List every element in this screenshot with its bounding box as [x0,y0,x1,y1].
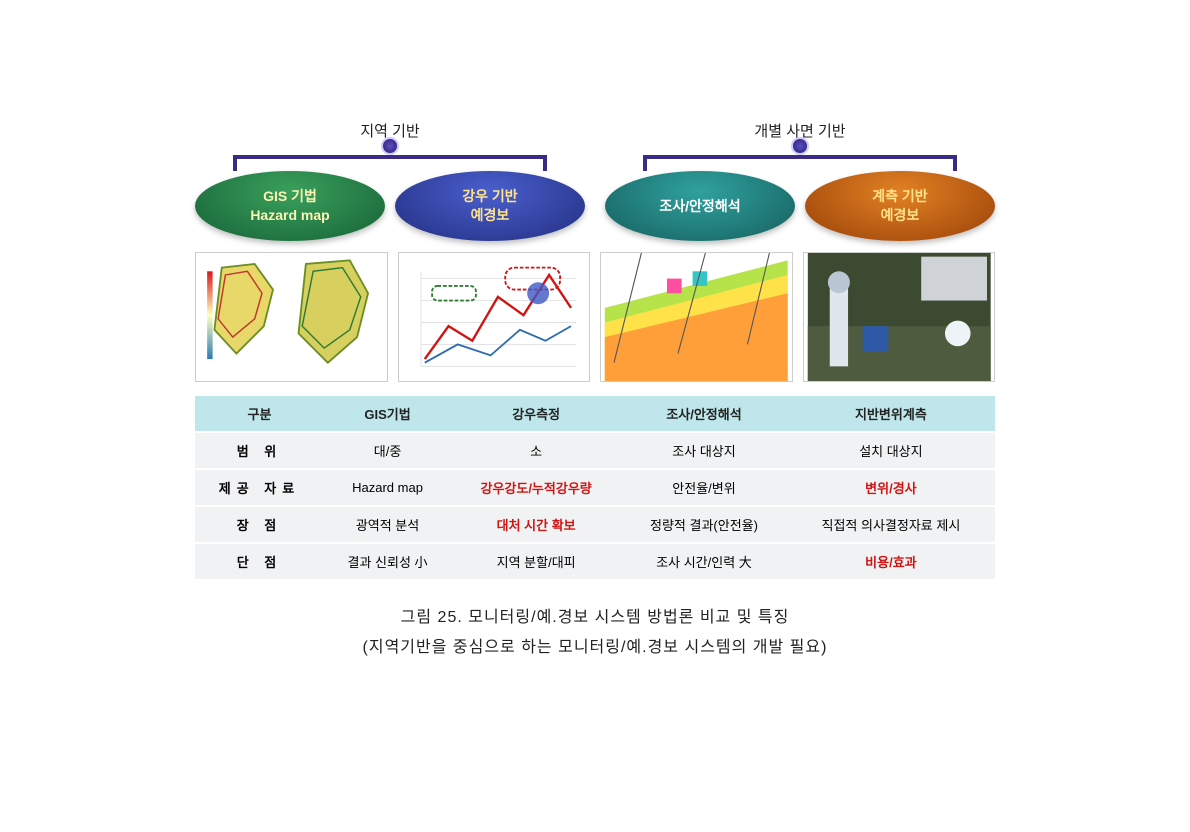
table-cell: 설치 대상지 [787,432,995,469]
figure-container: 지역 기반 GIS 기법 Hazard map 강우 기반 예경보 개별 사면 … [195,120,995,664]
table-cell: 변위/경사 [787,469,995,506]
bracket-node-icon [791,137,809,155]
bracket-left [195,145,585,177]
ellipse-label: 예경보 [471,206,510,225]
table-body: 범 위대/중소조사 대상지설치 대상지제공 자료Hazard map강우강도/누… [195,432,995,580]
bracket-line [233,155,547,159]
ellipse-label: 강우 기반 [462,187,517,206]
table-cell: 조사 대상지 [621,432,787,469]
ellipse-rain-warning: 강우 기반 예경보 [395,171,585,241]
bracket-right [605,145,995,177]
table-row: 범 위대/중소조사 대상지설치 대상지 [195,432,995,469]
table-cell: 결과 신뢰성 小 [324,543,451,580]
ellipse-row-right: 조사/안정해석 계측 기반 예경보 [605,171,995,241]
sensor-photo-icon [804,253,995,381]
thumb-sensor-photo [803,252,996,382]
table-cell: 대/중 [324,432,451,469]
bracket-end [643,155,647,171]
bracket-node-icon [381,137,399,155]
bracket-line [643,155,957,159]
col-header: 조사/안정해석 [621,396,787,432]
ellipse-label: Hazard map [250,206,329,225]
thumbnail-row [195,252,995,382]
ellipse-label: GIS 기법 [263,187,317,206]
caption-line-2: (지역기반을 중심으로 하는 모니터링/예.경보 시스템의 개발 필요) [195,633,995,663]
table-row: 장 점광역적 분석대처 시간 확보정량적 결과(안전율)직접적 의사결정자료 제… [195,506,995,543]
table-cell: 안전율/변위 [621,469,787,506]
table-head: 구분 GIS기법 강우측정 조사/안정해석 지반변위계측 [195,396,995,432]
caption-line-1: 그림 25. 모니터링/예.경보 시스템 방법론 비교 및 특징 [195,603,995,633]
bracket-end [233,155,237,171]
table-row: 단 점결과 신뢰성 小지역 분할/대피조사 시간/인력 大비용/효과 [195,543,995,580]
table-cell: 강우강도/누적강우량 [451,469,621,506]
rain-chart-icon [399,253,590,381]
row-label: 범 위 [195,432,324,469]
col-header: 구분 [195,396,324,432]
table-cell: 정량적 결과(안전율) [621,506,787,543]
table-cell: 대처 시간 확보 [451,506,621,543]
col-header: 강우측정 [451,396,621,432]
bracket-end [543,155,547,171]
thumb-rain-chart [398,252,591,382]
row-label: 단 점 [195,543,324,580]
ellipse-survey-analysis: 조사/안정해석 [605,171,795,241]
branch-slope-based: 개별 사면 기반 조사/안정해석 계측 기반 예경보 [605,120,995,241]
ellipse-instrument-warning: 계측 기반 예경보 [805,171,995,241]
table-row: 제공 자료Hazard map강우강도/누적강우량안전율/변위변위/경사 [195,469,995,506]
table-cell: 조사 시간/인력 大 [621,543,787,580]
ellipse-gis-hazard-map: GIS 기법 Hazard map [195,171,385,241]
figure-caption: 그림 25. 모니터링/예.경보 시스템 방법론 비교 및 특징 (지역기반을 … [195,603,995,664]
table-cell: 직접적 의사결정자료 제시 [787,506,995,543]
comparison-table: 구분 GIS기법 강우측정 조사/안정해석 지반변위계측 범 위대/중소조사 대… [195,396,995,581]
ellipse-row-left: GIS 기법 Hazard map 강우 기반 예경보 [195,171,585,241]
col-header: GIS기법 [324,396,451,432]
ellipse-label: 조사/안정해석 [659,197,740,216]
table-cell: 지역 분할/대피 [451,543,621,580]
branch-row: 지역 기반 GIS 기법 Hazard map 강우 기반 예경보 개별 사면 … [195,120,995,240]
branch-region-based: 지역 기반 GIS 기법 Hazard map 강우 기반 예경보 [195,120,585,241]
row-label: 제공 자료 [195,469,324,506]
thumb-slope-section [600,252,793,382]
slope-section-icon [601,253,792,381]
table-cell: 광역적 분석 [324,506,451,543]
row-label: 장 점 [195,506,324,543]
table-cell: 비용/효과 [787,543,995,580]
ellipse-label: 예경보 [881,206,920,225]
table-cell: Hazard map [324,469,451,506]
ellipse-label: 계측 기반 [872,187,927,206]
table-cell: 소 [451,432,621,469]
thumb-hazard-map [195,252,388,382]
hazard-map-icon [196,253,387,381]
col-header: 지반변위계측 [787,396,995,432]
bracket-end [953,155,957,171]
